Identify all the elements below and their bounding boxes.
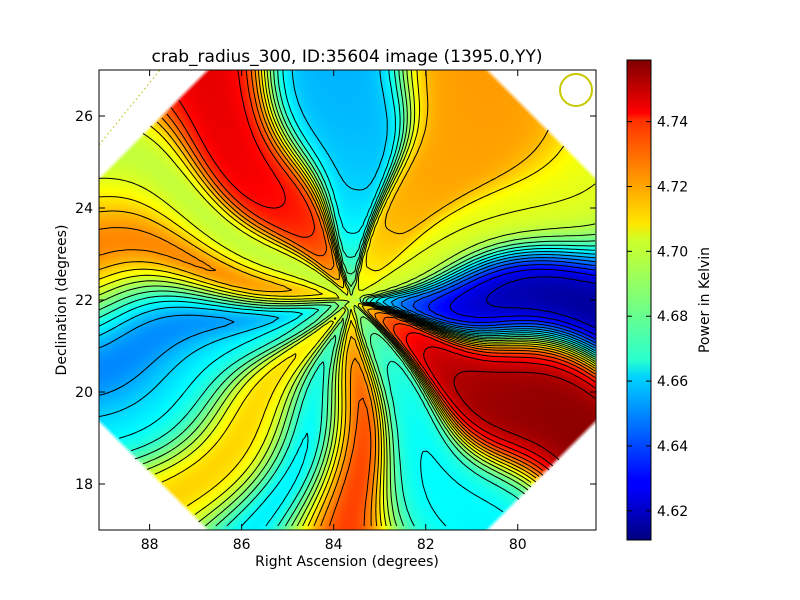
colorbar-tick-label: 4.74 bbox=[657, 115, 688, 131]
colorbar-tick-label: 4.66 bbox=[657, 374, 688, 390]
colorbar-tick-label: 4.68 bbox=[657, 309, 688, 325]
contour-line bbox=[99, 254, 596, 396]
y-tick-label: 26 bbox=[75, 109, 93, 125]
colorbar-tick-label: 4.70 bbox=[657, 244, 688, 260]
plot-area: 88 86 84 82 80 18 20 22 24 26 bbox=[75, 69, 597, 553]
contour-line bbox=[423, 346, 596, 467]
chart-title: crab_radius_300, ID:35604 image (1395.0,… bbox=[152, 47, 543, 67]
x-axis-label: Right Ascension (degrees) bbox=[255, 554, 439, 570]
contour-line bbox=[99, 70, 596, 418]
y-tick-label: 20 bbox=[75, 385, 93, 401]
contour-line bbox=[170, 70, 596, 471]
x-axis-ticks: 88 86 84 82 80 bbox=[141, 70, 527, 553]
heatmap bbox=[99, 70, 596, 530]
contour-line bbox=[99, 70, 596, 527]
colorbar-tick-label: 4.72 bbox=[657, 179, 688, 195]
y-tick-label: 24 bbox=[75, 201, 93, 217]
contour-line bbox=[412, 260, 596, 344]
contour-line bbox=[99, 70, 596, 527]
contour-line bbox=[99, 70, 596, 527]
contour-line bbox=[486, 276, 596, 329]
x-tick-label: 80 bbox=[509, 537, 527, 553]
contour-line bbox=[453, 370, 596, 461]
contour-line bbox=[99, 70, 596, 527]
x-tick-label: 88 bbox=[141, 537, 159, 553]
x-tick-label: 82 bbox=[417, 537, 435, 553]
y-axis-label: Declination (degrees) bbox=[54, 225, 70, 376]
colorbar-label: Power in Kelvin bbox=[697, 247, 713, 353]
colorbar-ticks: 4.62 4.64 4.66 4.68 4.70 4.72 4.74 bbox=[627, 115, 688, 520]
contour-line bbox=[178, 70, 596, 471]
contour-line bbox=[99, 70, 596, 527]
y-tick-label: 18 bbox=[75, 477, 93, 493]
contour-line bbox=[401, 257, 596, 346]
contour-lines bbox=[99, 70, 596, 527]
colorbar-tick-label: 4.64 bbox=[657, 439, 688, 455]
y-tick-label: 22 bbox=[75, 293, 93, 309]
beam-circle-marker bbox=[559, 73, 593, 107]
contour-line bbox=[99, 70, 596, 527]
contour-line bbox=[449, 268, 596, 335]
x-tick-label: 84 bbox=[325, 537, 343, 553]
colorbar-tick-label: 4.62 bbox=[657, 504, 688, 520]
x-tick-label: 86 bbox=[233, 537, 251, 553]
y-axis-ticks: 18 20 22 24 26 bbox=[75, 109, 596, 493]
contour-line bbox=[166, 70, 596, 527]
contour-line bbox=[99, 70, 596, 527]
colorbar: 4.62 4.64 4.66 4.68 4.70 4.72 4.74 Power in Ke… bbox=[626, 59, 713, 541]
contour-line bbox=[428, 264, 596, 340]
contour-line bbox=[99, 70, 596, 527]
colorbar-gradient bbox=[626, 59, 652, 541]
contour-line bbox=[99, 70, 596, 527]
